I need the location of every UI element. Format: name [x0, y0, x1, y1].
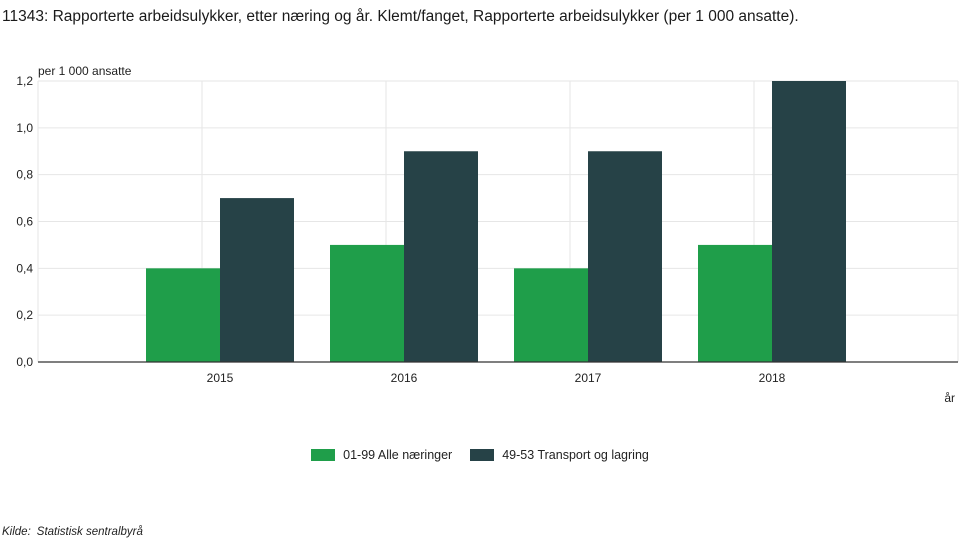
source-note: Kilde: Statistisk sentralbyrå — [2, 526, 143, 538]
source-label: Kilde: — [2, 526, 31, 538]
source-name: Statistisk sentralbyrå — [36, 526, 143, 538]
y-axis-label: per 1 000 ansatte — [38, 64, 132, 78]
bar-series-1-2016[interactable] — [330, 244, 404, 362]
legend-label-series-1: 01-99 Alle næringer — [343, 448, 453, 462]
bar-series-1-2015[interactable] — [146, 268, 220, 362]
legend: 01-99 Alle næringer 49-53 Transport og l… — [0, 448, 960, 462]
bar-series-2-2016[interactable] — [404, 151, 478, 362]
x-tick-label: 2015 — [207, 371, 234, 385]
legend-swatch-series-1 — [311, 449, 336, 461]
bar-series-2-2018[interactable] — [772, 81, 846, 362]
legend-swatch-series-2 — [470, 449, 495, 461]
y-tick-label: 1,0 — [16, 121, 33, 135]
y-tick-label: 0,0 — [16, 355, 33, 369]
legend-label-series-2: 49-53 Transport og lagring — [502, 448, 649, 462]
bar-series-1-2017[interactable] — [514, 268, 588, 362]
legend-item-series-2[interactable]: 49-53 Transport og lagring — [470, 448, 649, 462]
x-tick-label: 2018 — [759, 371, 786, 385]
x-tick-label: 2017 — [575, 371, 602, 385]
chart-title: 11343: Rapporterte arbeidsulykker, etter… — [2, 8, 799, 25]
bars — [146, 81, 846, 362]
bar-chart: per 1 000 ansatte år 0,0 0,2 0,4 0,6 0,8 1,0 1… — [16, 64, 959, 405]
x-tick-label: 2016 — [391, 371, 418, 385]
legend-item-series-1[interactable]: 01-99 Alle næringer — [311, 448, 452, 462]
y-tick-label: 0,4 — [16, 261, 33, 275]
bar-series-1-2018[interactable] — [698, 244, 772, 362]
y-tick-label: 1,2 — [16, 74, 33, 88]
bar-series-2-2017[interactable] — [588, 151, 662, 362]
axes: per 1 000 ansatte år 0,0 0,2 0,4 0,6 0,8 1,0 1… — [16, 64, 958, 405]
x-axis-label: år — [944, 391, 955, 405]
y-tick-label: 0,8 — [16, 168, 33, 182]
y-tick-label: 0,6 — [16, 215, 33, 229]
bar-series-2-2015[interactable] — [220, 198, 294, 362]
y-tick-label: 0,2 — [16, 308, 33, 322]
